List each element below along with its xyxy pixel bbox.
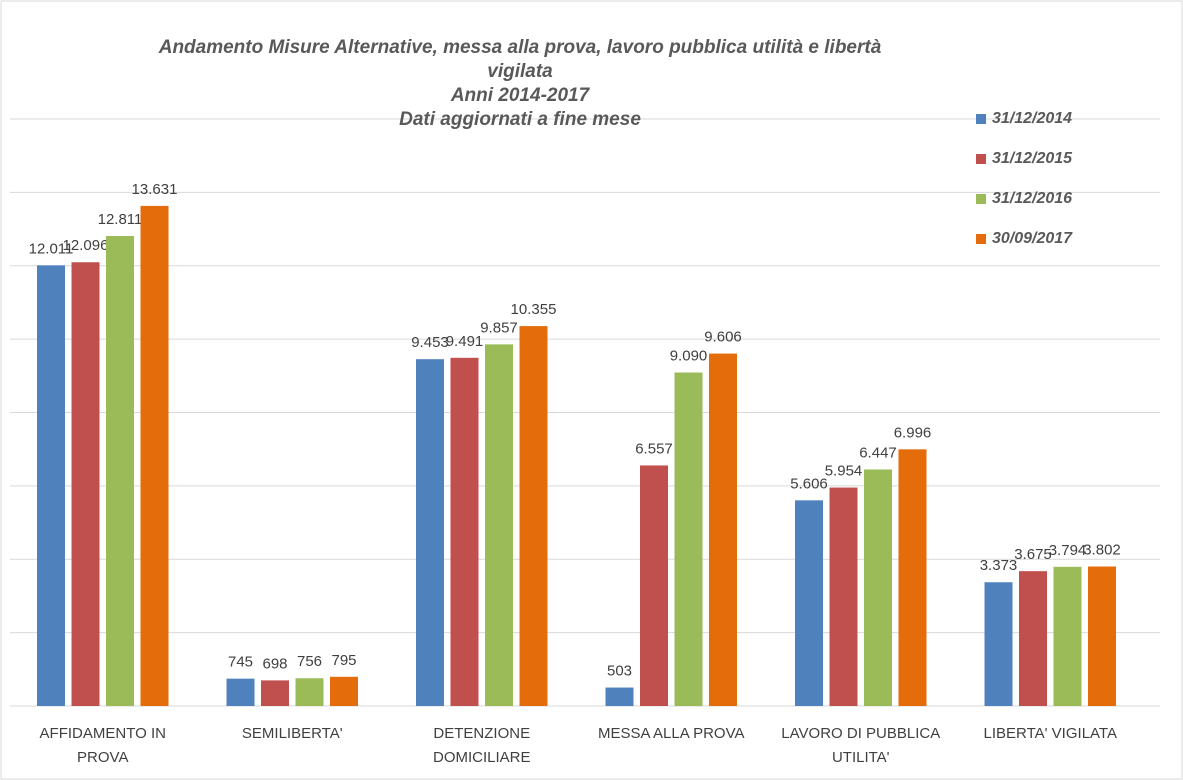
data-label: 6.557 xyxy=(635,440,673,457)
data-label: 12.096 xyxy=(63,237,109,254)
x-tick-label: SEMILIBERTA' xyxy=(241,725,343,742)
data-label: 3.794 xyxy=(1049,542,1087,559)
data-label: 9.453 xyxy=(411,334,449,351)
legend-label: 31/12/2016 xyxy=(992,190,1072,207)
bar xyxy=(1088,566,1116,706)
bar xyxy=(829,487,858,706)
bar xyxy=(898,449,927,706)
data-label: 795 xyxy=(331,652,356,669)
legend-swatch xyxy=(976,114,986,124)
legend-label: 31/12/2015 xyxy=(992,150,1073,167)
data-label: 503 xyxy=(607,663,632,680)
data-label: 3.802 xyxy=(1083,541,1121,558)
bar xyxy=(330,676,358,706)
x-tick-label: DETENZIONE DOMICILIARE xyxy=(432,725,531,766)
bar xyxy=(485,344,513,706)
chart-title: Andamento Misure Alternative, messa alla… xyxy=(158,37,882,82)
bar xyxy=(519,326,548,706)
bar xyxy=(795,500,823,706)
legend-swatch xyxy=(976,154,986,164)
data-label: 13.631 xyxy=(132,181,178,198)
bar xyxy=(140,205,169,706)
data-label: 6.447 xyxy=(859,444,897,461)
bar xyxy=(416,359,444,706)
data-label: 698 xyxy=(262,655,287,672)
legend-label: 30/09/2017 xyxy=(992,230,1073,247)
data-label: 10.355 xyxy=(511,301,557,318)
legend-swatch xyxy=(976,234,986,244)
title-block: Andamento Misure Alternative, messa alla… xyxy=(140,36,900,132)
x-tick-label: AFFIDAMENTO IN PROVA xyxy=(39,725,166,766)
data-label: 12.811 xyxy=(98,211,143,228)
legend-label: 31/12/2014 xyxy=(992,110,1072,127)
bar xyxy=(709,353,737,706)
data-label: 5.954 xyxy=(825,463,863,480)
data-label: 3.675 xyxy=(1014,546,1052,563)
bar xyxy=(674,372,703,706)
bar xyxy=(226,678,255,706)
x-tick-label: LIBERTA' VIGILATA xyxy=(983,725,1117,742)
data-label: 9.090 xyxy=(670,347,708,364)
bar xyxy=(1053,566,1082,706)
bar xyxy=(106,235,134,706)
bar xyxy=(984,582,1013,706)
legend-swatch xyxy=(976,194,986,204)
bar xyxy=(295,678,324,706)
chart-subtitle: Anni 2014-2017 xyxy=(450,85,590,106)
data-label: 3.373 xyxy=(980,557,1018,574)
x-tick-label: LAVORO DI PUBBLICA UTILITA' xyxy=(781,725,941,766)
bar xyxy=(37,265,65,706)
bar xyxy=(864,469,892,706)
chart-subtitle: Dati aggiornati a fine mese xyxy=(399,109,641,130)
data-label: 756 xyxy=(297,653,322,670)
bar xyxy=(1019,571,1047,706)
data-label: 6.996 xyxy=(894,424,932,441)
data-label: 745 xyxy=(228,654,253,671)
bar xyxy=(261,680,289,706)
x-tick-label: MESSA ALLA PROVA xyxy=(598,725,745,742)
bar xyxy=(71,262,100,706)
data-label: 9.606 xyxy=(704,329,742,346)
data-label: 12.011 xyxy=(29,240,74,257)
bar xyxy=(450,357,479,706)
bar xyxy=(640,465,668,706)
bar xyxy=(605,687,634,706)
data-label: 9.491 xyxy=(446,333,484,350)
data-label: 9.857 xyxy=(480,319,518,336)
data-label: 5.606 xyxy=(790,475,828,492)
